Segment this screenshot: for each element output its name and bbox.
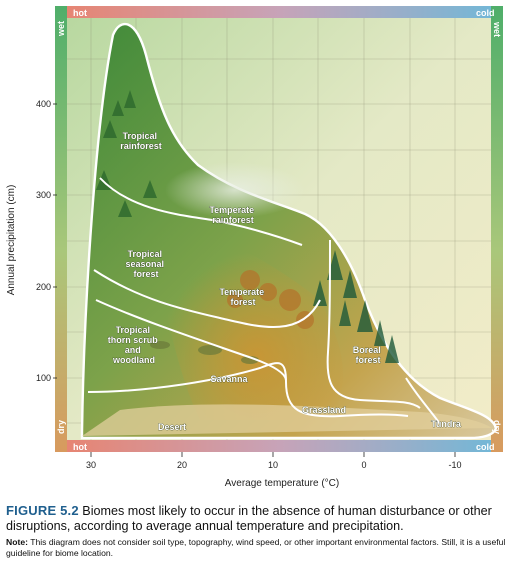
biome-label-tropical-rainforest: Tropical rainforest bbox=[120, 131, 162, 151]
figure-label: FIGURE 5.2 bbox=[6, 503, 79, 518]
boundary-rainforest-seasonal bbox=[99, 177, 303, 246]
boundary-boreal-tundra bbox=[405, 377, 441, 425]
top-temperature-band bbox=[55, 6, 503, 18]
biome-boundaries bbox=[87, 177, 441, 425]
biome-label-temperate-forest: Temperate forest bbox=[219, 287, 266, 307]
biome-label-boreal-forest: Boreal forest bbox=[353, 345, 384, 365]
y-tick-label: 400 bbox=[36, 99, 51, 109]
x-tick-label: 30 bbox=[86, 460, 96, 470]
biome-label-tundra: Tundra bbox=[431, 419, 462, 429]
label-left-bottom: dry bbox=[56, 420, 66, 434]
label-top-left: hot bbox=[73, 8, 87, 18]
label-right-bottom: dry bbox=[492, 420, 502, 434]
figure-caption: FIGURE 5.2 Biomes most likely to occur i… bbox=[6, 503, 518, 558]
biome-label-savanna: Savanna bbox=[210, 374, 248, 384]
biome-diagram: hot cold hot cold wet dry wet dry 400 30… bbox=[6, 6, 503, 489]
label-bottom-left: hot bbox=[73, 442, 87, 452]
label-left-top: wet bbox=[56, 21, 66, 37]
boundary-savanna-desert bbox=[87, 362, 409, 418]
x-tick-label: 10 bbox=[268, 460, 278, 470]
label-bottom-right: cold bbox=[476, 442, 495, 452]
autumn-foliage-shading bbox=[150, 210, 344, 420]
left-moisture-band bbox=[55, 6, 67, 452]
x-tick-label: 0 bbox=[361, 460, 366, 470]
boundary-seasonal-thorn bbox=[93, 269, 321, 328]
vegetation-silhouettes bbox=[96, 90, 399, 364]
desert-ground bbox=[82, 404, 492, 436]
boundary-thorn-savanna bbox=[95, 299, 287, 381]
x-tick-label: 20 bbox=[177, 460, 187, 470]
bottom-temperature-band bbox=[55, 440, 503, 452]
right-moisture-band bbox=[491, 6, 503, 452]
note-text: This diagram does not consider soil type… bbox=[6, 537, 506, 558]
y-axis-title: Annual precipitation (cm) bbox=[6, 185, 17, 296]
x-axis-title: Average temperature (°C) bbox=[225, 478, 339, 489]
caption-note: Note: This diagram does not consider soi… bbox=[6, 537, 518, 558]
y-tick-label: 300 bbox=[36, 190, 51, 200]
biome-label-tropical-seasonal-forest: Tropical seasonal forest bbox=[125, 249, 166, 279]
biome-labels: Tropical rainforest Temperate rainforest… bbox=[107, 131, 462, 433]
note-label: Note: bbox=[6, 537, 28, 547]
label-right-top: wet bbox=[492, 21, 502, 37]
caption-main: FIGURE 5.2 Biomes most likely to occur i… bbox=[6, 503, 518, 534]
x-tick-label: -10 bbox=[448, 460, 461, 470]
caption-text: Biomes most likely to occur in the absen… bbox=[6, 504, 492, 533]
label-top-right: cold bbox=[476, 8, 495, 18]
boundary-temperate-boreal bbox=[326, 239, 421, 409]
biome-label-desert: Desert bbox=[158, 422, 186, 432]
y-tick-label: 200 bbox=[36, 282, 51, 292]
biome-label-temperate-rainforest: Temperate rainforest bbox=[209, 205, 256, 225]
temperate-rainforest-mist bbox=[165, 162, 305, 218]
biome-label-grassland: Grassland bbox=[302, 405, 346, 415]
y-tick-label: 100 bbox=[36, 373, 51, 383]
biome-label-tropical-thorn-scrub: Tropical thorn scrub and woodland bbox=[108, 325, 161, 365]
